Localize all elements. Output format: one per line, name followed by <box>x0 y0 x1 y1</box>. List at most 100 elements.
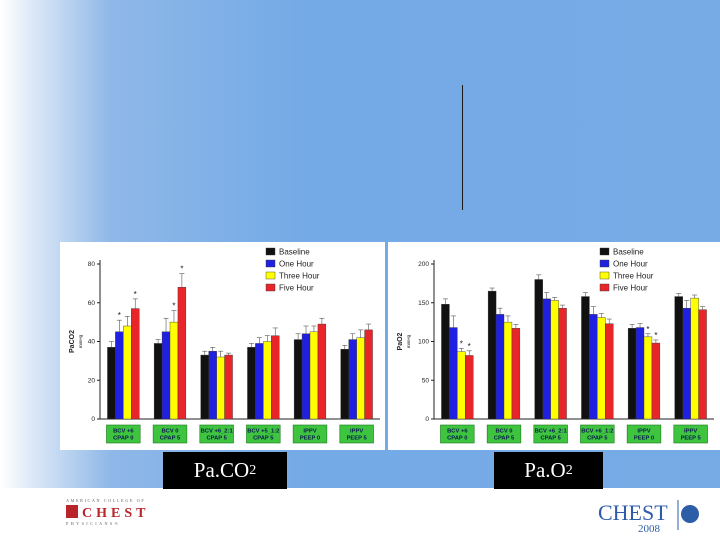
category-label: CPAP 5 <box>206 436 227 442</box>
bar <box>123 325 132 420</box>
category-label: IPPV <box>350 429 363 435</box>
bar <box>674 296 683 420</box>
caption-text: Pa.CO <box>193 458 250 482</box>
category-label: BCV +5_1:2 <box>247 429 279 435</box>
legend-swatch <box>599 271 610 280</box>
bar <box>698 309 707 420</box>
bar <box>495 314 505 420</box>
category-label: CPAP 5 <box>253 436 274 442</box>
legend-swatch <box>265 259 276 268</box>
bar <box>301 333 311 420</box>
bar <box>200 354 209 420</box>
category-label-box <box>580 424 615 444</box>
legend-label: Three Hour <box>279 272 320 281</box>
bar <box>534 279 543 420</box>
category-label-box <box>673 424 708 444</box>
bar <box>690 297 699 420</box>
category-label: IPPV <box>684 429 697 435</box>
category-label: IPPV <box>303 429 316 435</box>
bar <box>309 331 319 420</box>
bar <box>682 307 691 420</box>
category-label: BCV +6_2:1 <box>201 429 234 435</box>
category-label: CPAP 0 <box>447 436 467 442</box>
acc-logo: AMERICAN COLLEGE OF CHEST PHYSICIANS® <box>66 498 149 526</box>
category-label: PEEP 0 <box>634 436 654 442</box>
legend-swatch <box>265 247 276 256</box>
category-label: IPPV <box>637 429 650 435</box>
category-label-box <box>440 424 475 444</box>
legend-label: One Hour <box>613 260 648 269</box>
bar <box>356 337 365 420</box>
caption-subscript: 2 <box>565 462 573 478</box>
legend-label: Five Hour <box>613 284 648 293</box>
category-label: BCV 0 <box>495 429 512 435</box>
significance-marker: * <box>654 331 657 340</box>
chest-2008-logo: CHEST 2008 <box>598 500 699 534</box>
paco2-caption: Pa.CO 2 <box>163 452 287 489</box>
significance-marker: * <box>180 265 183 274</box>
legend-swatch <box>599 283 610 292</box>
acc-logo-main-text: CHEST <box>82 506 149 521</box>
significance-marker: * <box>118 311 121 320</box>
category-label-box <box>152 424 188 444</box>
acc-logo-top-text: AMERICAN COLLEGE OF <box>66 498 145 503</box>
caption-text: Pa.O <box>524 458 566 482</box>
y-tick-label: 20 <box>88 377 96 384</box>
category-label: PEEP 5 <box>681 436 702 442</box>
significance-marker: * <box>460 339 463 348</box>
category-label-box <box>339 424 374 444</box>
category-label: BCV 0 <box>161 429 178 435</box>
legend-label: One Hour <box>279 260 314 269</box>
bar <box>348 339 357 420</box>
bar <box>542 298 551 420</box>
bar <box>131 308 140 420</box>
bar <box>643 336 653 420</box>
y-tick-label: 60 <box>88 300 96 307</box>
bar <box>364 329 373 420</box>
category-label: BCV +6 <box>113 429 134 435</box>
y-tick-label: 200 <box>418 261 429 268</box>
y-tick-label: 0 <box>91 416 95 423</box>
category-label: CPAP 5 <box>160 436 181 442</box>
y-axis-unit: mmHg <box>406 334 411 348</box>
category-label-box <box>533 424 568 444</box>
paco2-chart-panel: PaCO2 mmHg 0 20 40 60 80 BCV +6 CPAP 0 BCV 0 CPAP … <box>60 242 385 450</box>
pao2-chart-panel: PaO2 mmHg 0 50 100 150 200 BCV +6 CPAP 0 BCV 0 CPA… <box>388 242 720 450</box>
bar <box>503 321 513 420</box>
bar <box>263 341 272 420</box>
bar <box>511 328 521 420</box>
chest-logo-year: 2008 <box>638 523 661 534</box>
bar <box>255 343 264 420</box>
category-label-box <box>199 424 234 444</box>
category-label: BCV +6_1:2 <box>581 429 613 435</box>
bar <box>161 331 171 420</box>
category-label-box <box>106 424 141 444</box>
bar <box>627 328 637 420</box>
bar <box>581 296 590 420</box>
y-tick-label: 150 <box>418 300 429 307</box>
chest-logo-text: CHEST <box>598 500 668 525</box>
significance-marker: * <box>134 290 137 299</box>
y-axis-label: PaO2 <box>397 332 404 350</box>
significance-marker: * <box>172 302 175 311</box>
category-label-box <box>626 424 662 444</box>
bar <box>441 304 450 420</box>
bar <box>169 321 179 420</box>
bar <box>487 290 497 420</box>
legend-swatch <box>599 259 610 268</box>
y-tick-label: 100 <box>418 339 429 346</box>
bar <box>550 300 559 420</box>
legend-swatch <box>265 283 276 292</box>
legend-label: Baseline <box>613 248 644 257</box>
bar <box>216 356 225 420</box>
category-label-box <box>246 424 281 444</box>
caption-subscript: 2 <box>249 462 257 478</box>
bar <box>589 314 598 420</box>
vertical-divider-line <box>462 85 463 210</box>
bar <box>605 323 614 420</box>
category-label-box <box>486 424 522 444</box>
category-label: PEEP 0 <box>300 436 320 442</box>
category-label: CPAP 5 <box>587 436 608 442</box>
category-label: CPAP 5 <box>494 436 515 442</box>
